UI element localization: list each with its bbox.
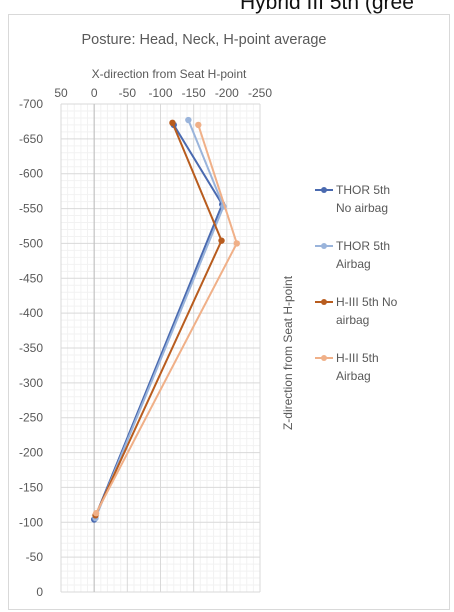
legend-label: H-III 5th No [336, 295, 398, 309]
data-point [169, 119, 176, 127]
y-tick-label: -300 [19, 376, 43, 390]
legend-label: Airbag [336, 257, 371, 271]
legend-item: THOR 5th No airbag [315, 183, 390, 215]
series [92, 119, 225, 519]
y-tick-label: -50 [26, 550, 44, 564]
x-tick-label: -250 [248, 86, 272, 100]
y-tick-label: -150 [19, 480, 43, 494]
y-tick-label: -650 [19, 132, 43, 146]
legend-label: airbag [336, 313, 369, 327]
x-tick-label: -100 [148, 86, 172, 100]
x-tick-label: -200 [215, 86, 239, 100]
x-tick-label: -150 [182, 86, 206, 100]
y-tick-label: -550 [19, 202, 43, 216]
legend-marker [321, 355, 327, 361]
x-tick-label: 50 [54, 86, 68, 100]
y-tick-label: -100 [19, 515, 43, 529]
y-tick-label: -250 [19, 411, 43, 425]
chart-area: 50 0 -50 -100 -150 -200 -250 -700 -650 -600 -550 -5… [8, 14, 450, 610]
legend-item: H-III 5th No airbag [315, 295, 398, 327]
series-line [95, 124, 238, 514]
legend-marker [321, 299, 327, 305]
y-tick-label: -700 [19, 97, 43, 111]
y-tick-label: -600 [19, 167, 43, 181]
y-tick-label: -200 [19, 446, 43, 460]
legend-item: H-III 5th Airbag [315, 351, 379, 383]
data-point [185, 116, 192, 124]
series-line [93, 124, 224, 520]
data-point [233, 240, 240, 247]
legend-label: THOR 5th [336, 239, 390, 253]
y-tick-label: -400 [19, 306, 43, 320]
data-point [195, 121, 202, 129]
data-point [92, 510, 100, 517]
y-tick-label: -350 [19, 341, 43, 355]
x-tick-label: 0 [91, 86, 98, 100]
y-tick-label: 0 [36, 585, 43, 599]
x-tick-label: -50 [119, 86, 137, 100]
series-layer [90, 116, 240, 523]
legend-label: THOR 5th [336, 183, 390, 197]
legend-marker [321, 187, 327, 193]
y-tick-label: -500 [19, 236, 43, 250]
series [92, 121, 240, 517]
series [90, 121, 226, 523]
chart-title: Posture: Head, Neck, H-point average [81, 32, 326, 48]
legend-label: Airbag [336, 369, 371, 383]
clipped-header-text: Hybrid III 5th (gree [240, 0, 414, 14]
data-point [218, 237, 225, 244]
y-axis-title: Z-direction from Seat H-point [281, 275, 295, 430]
x-axis-title: X-direction from Seat H-point [92, 67, 247, 81]
grid-layer [60, 103, 261, 593]
legend-marker [321, 243, 327, 249]
series-line [94, 119, 225, 519]
legend-item: THOR 5th Airbag [315, 239, 390, 271]
legend-label: No airbag [336, 201, 388, 215]
scatter-chart: 50 0 -50 -100 -150 -200 -250 -700 -650 -600 -550 -5… [19, 32, 398, 599]
axis-layer: 50 0 -50 -100 -150 -200 -250 -700 -650 -600 -550 -5… [19, 86, 272, 599]
y-tick-label: -450 [19, 271, 43, 285]
legend-label: H-III 5th [336, 351, 379, 365]
